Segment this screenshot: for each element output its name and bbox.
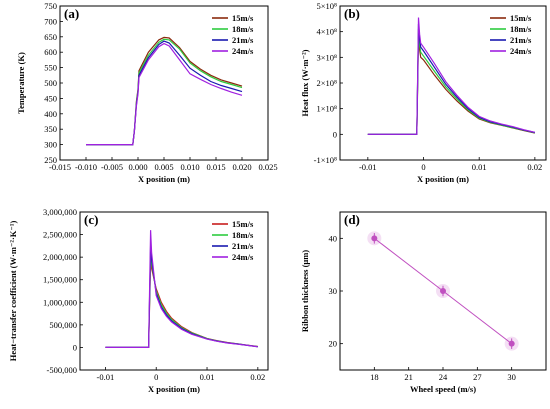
y-tick-label: 550 — [44, 63, 57, 73]
y-tick-label: -500,000 — [47, 365, 77, 375]
x-tick-label: 21 — [404, 372, 413, 382]
panel-b-heat-flux: -0.01 0 0.01 0.02 -1×10⁸ 0 1×10⁸ 2×10⁸ 3×10⁸ 4×10… — [300, 1, 547, 184]
series-line — [105, 254, 258, 348]
x-tick-label: 0 — [421, 162, 425, 172]
legend-label: 21m/s — [510, 35, 532, 45]
y-axis-label: Temperature (K) — [16, 52, 26, 114]
panel-d-ribbon-thickness: 18 21 24 27 30 20 30 40 Wheel speed (m/s) Ribbon … — [300, 211, 547, 394]
panel-a-temperature: -0.015 -0.010 -0.005 0.000 0.005 0.010 0.015 0.… — [16, 1, 278, 184]
y-tick-label: 20 — [329, 339, 338, 349]
legend-label: 15m/s — [232, 13, 254, 23]
panel-label: (c) — [84, 212, 98, 227]
x-tick-label: -0.010 — [75, 162, 97, 172]
x-axis-label: X position (m) — [138, 174, 190, 184]
y-tick-label: 500 — [44, 78, 57, 88]
series-line — [367, 17, 536, 135]
panel-label: (a) — [64, 6, 79, 21]
series-line — [86, 36, 243, 146]
x-tick-label: 0.000 — [128, 162, 147, 172]
x-tick-label: 0.02 — [250, 372, 265, 382]
y-tick-label: 450 — [44, 93, 57, 103]
x-axis-label: X position (m) — [148, 384, 200, 394]
series-line — [86, 42, 243, 146]
x-tick-label: 0.020 — [232, 162, 251, 172]
legend-label: 21m/s — [232, 35, 254, 45]
y-tick-label: 350 — [44, 124, 57, 134]
y-tick-label: 2×10⁸ — [316, 78, 337, 88]
legend-label: 18m/s — [232, 230, 254, 240]
x-tick-label: 0.010 — [180, 162, 199, 172]
y-tick-label: 3×10⁸ — [316, 52, 337, 62]
legend-label: 15m/s — [510, 13, 532, 23]
panel-label: (b) — [344, 6, 360, 21]
x-tick-label: 0 — [154, 372, 158, 382]
data-point — [440, 288, 446, 294]
y-tick-label: 250 — [44, 155, 57, 165]
x-tick-label: 0.01 — [472, 162, 487, 172]
series-line — [105, 261, 258, 348]
legend-label: 18m/s — [232, 24, 254, 34]
data-point — [508, 340, 515, 347]
legend-label: 15m/s — [232, 219, 254, 229]
y-tick-label: 2,000,000 — [43, 252, 77, 262]
y-tick-label: 1,500,000 — [43, 275, 77, 285]
legend-label: 24m/s — [232, 46, 254, 56]
x-tick-label: 30 — [507, 372, 516, 382]
x-tick-label: 0.02 — [527, 162, 542, 172]
y-tick-label: 0 — [333, 129, 337, 139]
y-tick-label: 500,000 — [49, 320, 77, 330]
legend-label: 21m/s — [232, 241, 254, 251]
y-tick-label: 40 — [329, 233, 338, 243]
y-tick-label: 650 — [44, 32, 57, 42]
y-tick-label: 5×10⁸ — [316, 1, 337, 11]
x-tick-label: -0.015 — [49, 162, 71, 172]
y-tick-label: 300 — [44, 140, 57, 150]
y-tick-label: -1×10⁸ — [314, 155, 337, 165]
series-line — [105, 230, 258, 348]
legend-label: 24m/s — [510, 46, 532, 56]
y-tick-label: 700 — [44, 16, 57, 26]
y-tick-label: 2,500,000 — [43, 230, 77, 240]
data-point — [371, 235, 378, 242]
legend-label: 18m/s — [510, 24, 532, 34]
panel-label: (d) — [344, 212, 360, 227]
y-tick-label: 400 — [44, 109, 57, 119]
y-axis-label: Ribbon thickness (μm) — [300, 250, 310, 332]
plot-frame — [79, 211, 269, 371]
y-tick-label: 1,000,000 — [43, 297, 77, 307]
y-tick-label: 0 — [73, 342, 77, 352]
x-tick-label: 27 — [473, 372, 482, 382]
y-tick-label: 600 — [44, 47, 57, 57]
x-tick-label: 0.015 — [206, 162, 225, 172]
x-tick-label: 0.01 — [200, 372, 215, 382]
panel-c-heat-transfer-coefficient: -0.01 0 0.01 0.02 -500,000 0 500,000 1,000,000 1… — [8, 207, 269, 394]
x-tick-label: 18 — [370, 372, 379, 382]
y-axis-label: Heat−transfer coefficient (W·m⁻²·K⁻¹) — [8, 221, 18, 362]
x-tick-label: 24 — [439, 372, 448, 382]
series-line — [86, 40, 243, 146]
y-tick-label: 750 — [44, 1, 57, 11]
legend-label: 24m/s — [232, 252, 254, 262]
x-tick-label: 0.005 — [154, 162, 173, 172]
series-line — [86, 38, 243, 146]
y-tick-label: 30 — [329, 286, 338, 296]
y-axis-label: Heat flux (W·m⁻²) — [300, 49, 310, 116]
x-axis-label: Wheel speed (m/s) — [410, 384, 476, 394]
x-tick-label: -0.005 — [101, 162, 123, 172]
x-axis-label: X position (m) — [417, 174, 469, 184]
x-tick-label: 0.025 — [258, 162, 277, 172]
y-tick-label: 3,000,000 — [43, 207, 77, 217]
y-tick-label: 1×10⁸ — [316, 104, 337, 114]
x-tick-label: -0.01 — [97, 372, 115, 382]
x-tick-label: -0.01 — [359, 162, 377, 172]
y-tick-label: 4×10⁸ — [316, 27, 337, 37]
